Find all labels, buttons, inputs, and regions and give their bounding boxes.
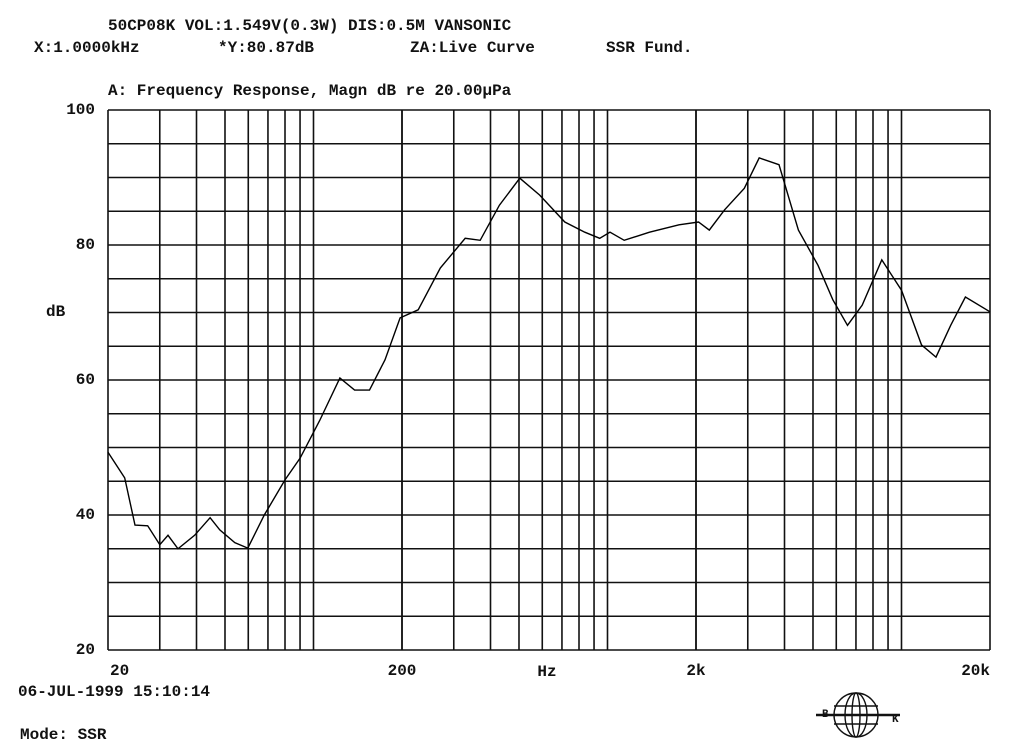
x-tick-label: 20 bbox=[110, 662, 129, 680]
x-tick-label: 200 bbox=[388, 662, 417, 680]
cursor-y: *Y:80.87dB bbox=[218, 39, 314, 57]
x-axis-label: Hz bbox=[537, 663, 556, 681]
x-tick-label: 2k bbox=[686, 662, 706, 680]
y-axis-label: dB bbox=[46, 303, 66, 321]
y-tick-label: 20 bbox=[76, 641, 95, 659]
x-tick-label: 20k bbox=[961, 662, 990, 680]
chart-title: A: Frequency Response, Magn dB re 20.00µ… bbox=[108, 82, 512, 100]
curve bbox=[107, 157, 991, 550]
mode: Mode: SSR bbox=[20, 726, 107, 744]
cursor-x: X:1.0000kHz bbox=[34, 39, 140, 57]
logo-letter: K bbox=[892, 714, 899, 726]
y-tick-label: 100 bbox=[66, 101, 95, 119]
logo-letter: B bbox=[822, 709, 829, 721]
y-tick-label: 80 bbox=[76, 236, 95, 254]
datetime: 06-JUL-1999 15:10:14 bbox=[18, 683, 210, 701]
header-line: 50CP08K VOL:1.549V(0.3W) DIS:0.5M VANSON… bbox=[108, 17, 512, 35]
y-tick-label: 60 bbox=[76, 371, 95, 389]
logo bbox=[816, 692, 900, 738]
za-label: ZA:Live Curve bbox=[410, 39, 535, 57]
y-tick-label: 40 bbox=[76, 506, 95, 524]
mode-tag: SSR Fund. bbox=[606, 39, 692, 57]
